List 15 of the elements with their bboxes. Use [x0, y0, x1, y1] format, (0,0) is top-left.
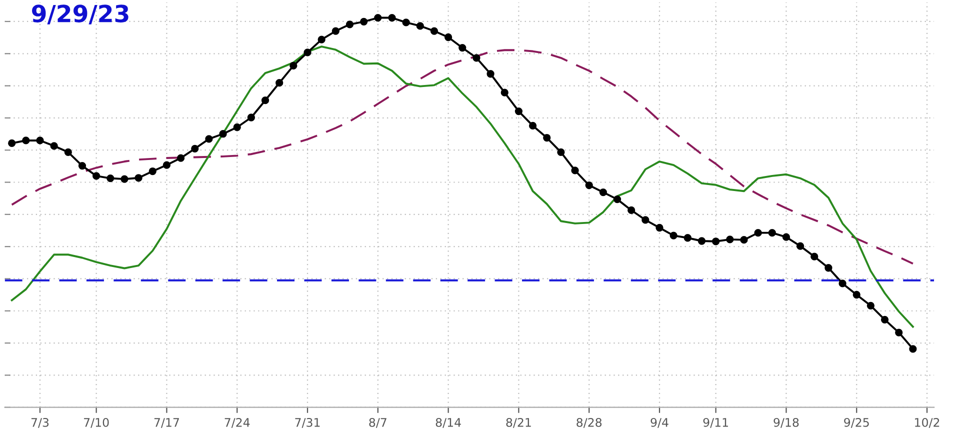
x-tick-label: 7/10 — [84, 418, 109, 428]
x-tick-label: 7/17 — [154, 418, 179, 428]
x-tick-label: 10/2 — [915, 418, 940, 428]
x-tick-label: 7/31 — [295, 418, 320, 428]
x-tick-label: 9/11 — [703, 418, 728, 428]
x-tick-label: 9/4 — [650, 418, 668, 428]
x-tick-label: 8/7 — [369, 418, 386, 428]
chart-title: 9/29/23 — [32, 4, 128, 24]
x-tick-label: 7/3 — [31, 418, 49, 428]
x-tick-label: 8/28 — [576, 418, 602, 428]
x-tick-label: 8/14 — [436, 418, 461, 428]
x-tick-label: 9/25 — [844, 418, 869, 428]
x-tick-label: 8/21 — [506, 418, 531, 428]
x-tick-label: 7/24 — [224, 418, 250, 428]
x-tick-label: 9/18 — [774, 418, 799, 428]
